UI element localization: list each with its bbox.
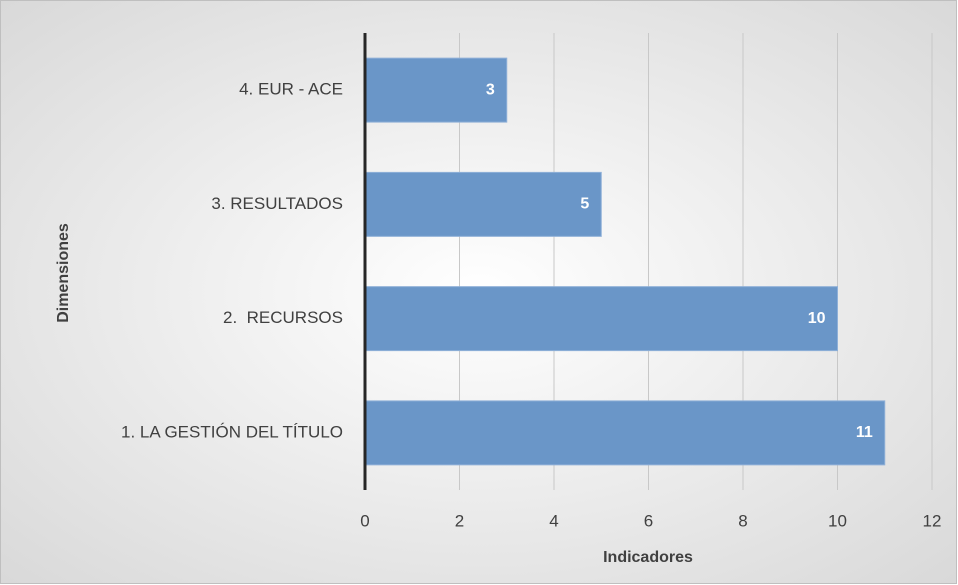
bar: [364, 171, 602, 237]
bar: [364, 286, 838, 352]
x-tick-label: 4: [549, 511, 558, 530]
y-tick-label: 3. RESULTADOS: [211, 194, 343, 213]
data-label: 11: [856, 424, 873, 441]
x-tick-label: 0: [360, 511, 369, 530]
y-tick-label: 2. RECURSOS: [223, 308, 343, 327]
data-label: 5: [580, 196, 589, 213]
x-tick-label: 2: [455, 511, 464, 530]
x-axis-title: Indicadores: [603, 549, 693, 566]
x-tick-label: 8: [738, 511, 747, 530]
bar: [364, 400, 886, 466]
bar: [364, 57, 508, 123]
x-tick-label: 6: [644, 511, 653, 530]
y-tick-label: 1. LA GESTIÓN DEL TÍTULO: [121, 422, 343, 441]
data-label: 3: [486, 81, 495, 98]
x-tick-label: 12: [923, 511, 942, 530]
y-tick-label: 4. EUR - ACE: [239, 80, 343, 99]
data-label: 10: [808, 310, 826, 327]
y-axis-title: Dimensiones: [55, 223, 72, 323]
x-tick-label: 10: [828, 511, 847, 530]
